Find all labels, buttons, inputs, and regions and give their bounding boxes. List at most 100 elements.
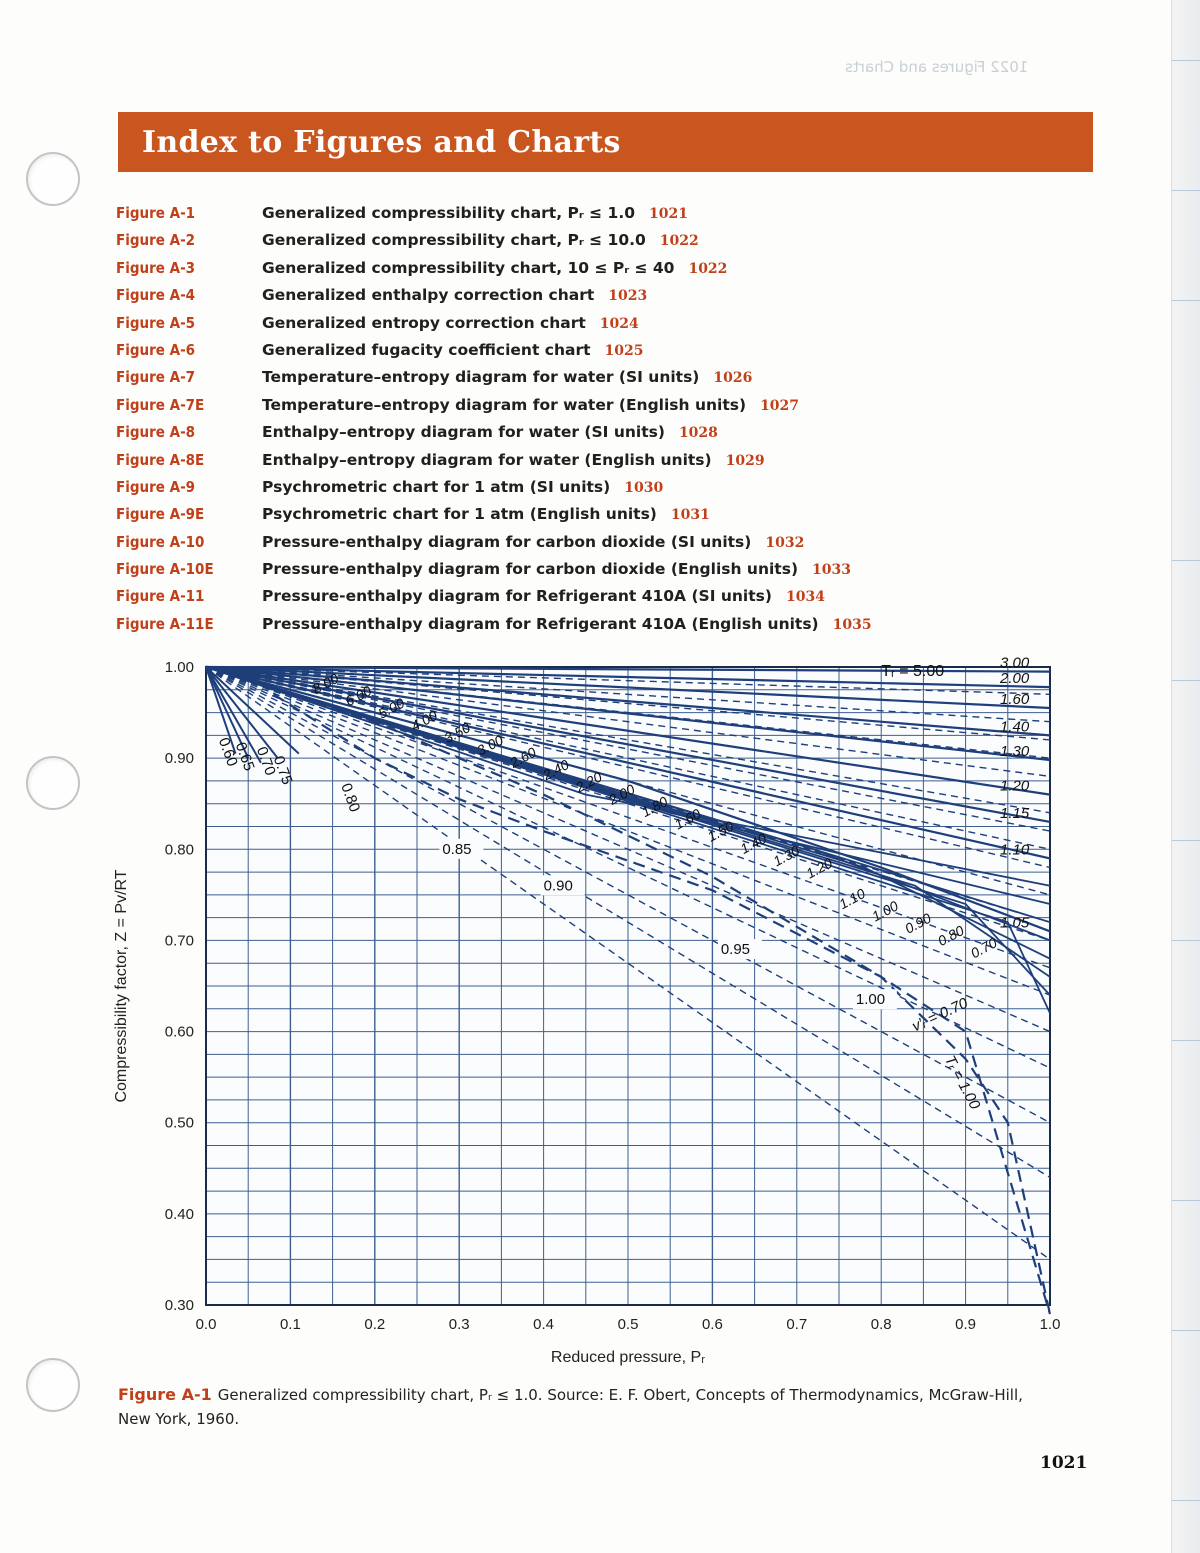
page-title: Index to Figures and Charts bbox=[142, 124, 621, 160]
isotherm-line bbox=[205, 665, 1051, 710]
legend-title: Tᵣ = 5.00 bbox=[881, 663, 944, 680]
x-tick-label: 0.8 bbox=[871, 1316, 892, 1333]
index-row: Figure A-10 Pressure-enthalpy diagram for… bbox=[116, 529, 916, 556]
figure-title: Psychrometric chart for 1 atm (English u… bbox=[262, 501, 710, 529]
figure-label: Figure A-11 bbox=[116, 587, 205, 606]
figure-page-number: 1022 bbox=[688, 260, 728, 277]
isotherm-line bbox=[205, 665, 1051, 796]
figure-page-number: 1026 bbox=[713, 370, 753, 387]
index-row: Figure A-10E Pressure-enthalpy diagram fo… bbox=[116, 556, 916, 583]
x-tick-label: 0.5 bbox=[618, 1316, 639, 1333]
y-tick-label: 0.60 bbox=[165, 1024, 194, 1041]
saturated-tr-label: 0.85 bbox=[442, 841, 471, 858]
y-tick-label: 0.30 bbox=[165, 1297, 194, 1314]
figure-page-number: 1032 bbox=[765, 534, 805, 551]
chart-svg: 0.0 0.1 0.2 0.3 0.4 0.5 0.6 0.7 0.8 0.9 1.0 0.30 0.4… bbox=[113, 655, 1061, 1366]
y-tick-label: 0.80 bbox=[165, 841, 194, 858]
figure-title: Pressure-enthalpy diagram for Refrigeran… bbox=[262, 583, 825, 611]
figure-index-list: Figure A-1 Generalized compressibility ch… bbox=[116, 200, 916, 638]
saturated-isotherm bbox=[205, 666, 279, 759]
x-tick-label: 0.6 bbox=[702, 1316, 723, 1333]
reduced-volume-line bbox=[205, 666, 1051, 741]
figure-label: Figure A-5 bbox=[116, 313, 196, 332]
saturated-isotherm bbox=[205, 666, 250, 759]
figure-title-text: Generalized enthalpy correction chart bbox=[262, 286, 595, 305]
figure-title-text: Psychrometric chart for 1 atm (SI units) bbox=[262, 477, 611, 496]
figure-label: Figure A-8 bbox=[116, 423, 196, 442]
index-row: Figure A-7 Temperature–entropy diagram fo… bbox=[116, 364, 916, 391]
figure-title: Generalized compressibility chart, 10 ≤ … bbox=[262, 255, 727, 283]
figure-label: Figure A-10E bbox=[116, 560, 214, 579]
isotherm-label: 1.15 bbox=[1000, 805, 1030, 822]
saturated-tr-label: 1.00 bbox=[856, 991, 885, 1008]
isotherm-label: 1.10 bbox=[1000, 841, 1030, 858]
figure-title: Pressure-enthalpy diagram for carbon dio… bbox=[262, 556, 851, 584]
figure-page-number: 1031 bbox=[670, 507, 710, 524]
figure-title-text: Generalized compressibility chart, Pᵣ ≤ … bbox=[262, 231, 646, 250]
figure-title-text: Enthalpy–entropy diagram for water (SI u… bbox=[262, 423, 665, 442]
isotherm-label: 1.20 bbox=[1000, 778, 1030, 795]
reduced-volume-line bbox=[205, 666, 1051, 1124]
figure-label: Figure A-8E bbox=[116, 450, 205, 469]
figure-title-text: Pressure-enthalpy diagram for Refrigeran… bbox=[262, 587, 772, 606]
binder-hole-top bbox=[26, 152, 80, 206]
reduced-volume-line bbox=[205, 666, 1051, 1178]
figure-page-number: 1029 bbox=[725, 452, 765, 469]
x-tick-label: 0.1 bbox=[280, 1316, 301, 1333]
y-tick-label: 0.40 bbox=[165, 1206, 194, 1223]
x-tick-label: 0.7 bbox=[786, 1316, 807, 1333]
saturated-tr-label: 0.95 bbox=[721, 941, 750, 958]
figure-page-number: 1021 bbox=[649, 206, 688, 222]
reduced-volume-line bbox=[205, 666, 1051, 814]
figure-page-number: 1035 bbox=[832, 616, 872, 633]
index-row: Figure A-6 Generalized fugacity coefficie… bbox=[116, 337, 916, 364]
label-background bbox=[852, 989, 897, 1010]
binder-hole-middle bbox=[26, 756, 80, 810]
isotherm-line bbox=[205, 666, 1051, 887]
figure-title: Temperature–entropy diagram for water (E… bbox=[262, 392, 799, 420]
figure-title-text: Temperature–entropy diagram for water (S… bbox=[262, 368, 700, 387]
index-row: Figure A-8 Enthalpy–entropy diagram for w… bbox=[116, 419, 916, 446]
compressibility-chart: 0.0 0.1 0.2 0.3 0.4 0.5 0.6 0.7 0.8 0.9 1.0 0.30 0.4… bbox=[100, 655, 1070, 1375]
x-tick-label: 0.0 bbox=[196, 1316, 217, 1333]
figure-title-text: Pressure-enthalpy diagram for carbon dio… bbox=[262, 532, 752, 551]
isotherm-line bbox=[205, 665, 1051, 933]
isotherm-line bbox=[205, 666, 1051, 996]
y-axis-label: Compressibility factor, Z = Pv/RT bbox=[113, 869, 130, 1102]
figure-page-number: 1023 bbox=[608, 288, 648, 305]
figure-label: Figure A-11E bbox=[116, 614, 214, 633]
isotherm-line bbox=[205, 666, 1051, 1014]
figure-title-text: Temperature–entropy diagram for water (E… bbox=[262, 395, 747, 414]
isotherm-label: 1.40 bbox=[1000, 718, 1030, 735]
figure-title: Pressure-enthalpy diagram for carbon dio… bbox=[262, 529, 804, 557]
y-tick-label: 0.50 bbox=[165, 1115, 194, 1132]
figure-label: Figure A-2 bbox=[116, 231, 196, 250]
x-tick-label: 1.0 bbox=[1040, 1316, 1061, 1333]
figure-title: Enthalpy–entropy diagram for water (Engl… bbox=[262, 447, 765, 475]
figure-title: Generalized compressibility chart, Pᵣ ≤ … bbox=[262, 227, 699, 255]
reduced-volume-line bbox=[205, 666, 1051, 778]
figure-title: Generalized enthalpy correction chart 102… bbox=[262, 282, 647, 310]
y-tick-label: 0.70 bbox=[165, 932, 194, 949]
index-row: Figure A-7E Temperature–entropy diagram f… bbox=[116, 392, 916, 419]
figure-page-number: 1034 bbox=[785, 589, 825, 606]
page-edge-strip bbox=[1171, 0, 1200, 1553]
figure-page-number: 1027 bbox=[760, 397, 800, 414]
figure-title-text: Psychrometric chart for 1 atm (English u… bbox=[262, 505, 657, 524]
isotherm-line bbox=[205, 665, 1051, 823]
figure-page-number: 1030 bbox=[624, 479, 664, 496]
reduced-volume-line bbox=[205, 666, 1051, 695]
label-background bbox=[439, 838, 484, 859]
caption-text: Generalized compressibility chart, Pᵣ ≤ … bbox=[118, 1386, 1023, 1428]
reduced-volume-line bbox=[205, 666, 1051, 1033]
isotherm-line bbox=[205, 665, 1051, 673]
figure-label: Figure A-7 bbox=[116, 368, 196, 387]
figure-title-text: Generalized compressibility chart, Pᵣ ≤ … bbox=[262, 204, 635, 222]
isotherm-line bbox=[205, 665, 1051, 860]
figure-title-text: Pressure-enthalpy diagram for carbon dio… bbox=[262, 560, 799, 579]
figure-caption: Figure A-1 Generalized compressibility ch… bbox=[118, 1383, 1048, 1431]
figure-page-number: 1022 bbox=[659, 233, 699, 250]
reduced-volume-line bbox=[205, 666, 1051, 996]
figure-label: Figure A-4 bbox=[116, 286, 196, 305]
figure-label: Figure A-9 bbox=[116, 477, 196, 496]
